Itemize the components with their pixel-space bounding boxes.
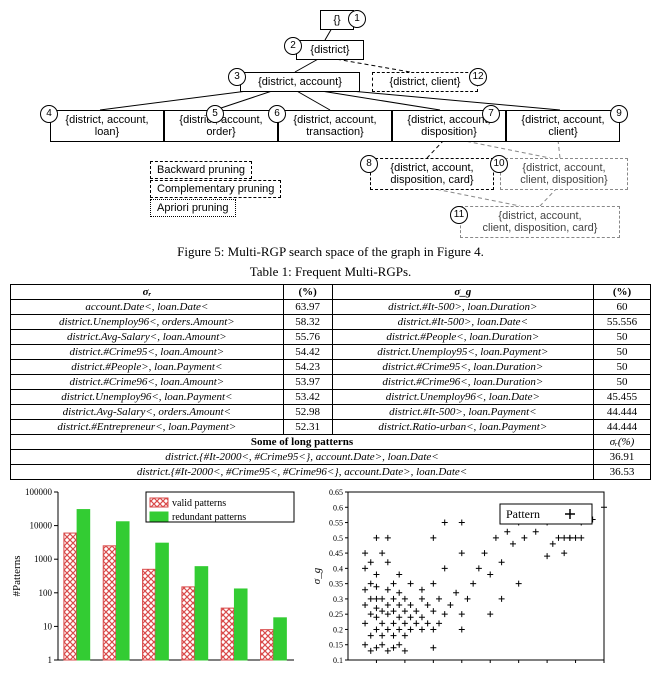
frequent-rgp-table: σᵣ (%) σ_g (%) account.Date<, loan.Date<… <box>10 284 651 480</box>
svg-text:0.2: 0.2 <box>333 625 343 634</box>
svg-text:0.5: 0.5 <box>542 665 552 666</box>
th-pct2: (%) <box>594 285 651 300</box>
table-row: district.#Crime96<, loan.Amount>53.97dis… <box>11 375 651 390</box>
tree-node-11: {district, account,client, disposition, … <box>460 206 620 238</box>
svg-text:10000: 10000 <box>30 521 53 531</box>
tree-node-num-6: 6 <box>268 105 286 123</box>
table1-caption: Table 1: Frequent Multi-RGPs. <box>10 264 651 280</box>
long-patterns-pct-header: σᵣ(%) <box>594 435 651 450</box>
tree-node-num-1: 1 <box>348 10 366 28</box>
tree-node-num-3: 3 <box>228 68 246 86</box>
svg-text:valid patterns: valid patterns <box>172 498 226 509</box>
svg-text:0.3: 0.3 <box>333 595 343 604</box>
svg-text:0.55: 0.55 <box>329 519 343 528</box>
tree-node-num-9: 9 <box>610 105 628 123</box>
svg-text:0.3: 0.3 <box>428 665 438 666</box>
tree-node-num-12: 12 <box>469 68 487 86</box>
charts-row: 1 10 100 1000 10000 100000 #Patterns valid pat… <box>10 486 651 671</box>
svg-text:0.2: 0.2 <box>371 665 381 666</box>
svg-text:0.25: 0.25 <box>398 665 412 666</box>
tree-node-6: {district, account,transaction} <box>278 110 392 142</box>
legend-complementary: Complementary pruning <box>150 180 281 198</box>
table-row: district.#Entrepreneur<, loan.Payment>52… <box>11 420 651 435</box>
svg-text:100000: 100000 <box>25 487 53 497</box>
tree-node-3: {district, account} <box>240 72 360 92</box>
svg-text:0.35: 0.35 <box>455 665 469 666</box>
bar-chart: 1 10 100 1000 10000 100000 #Patterns valid pat… <box>10 486 300 671</box>
tree-node-10: {district, account,client, disposition} <box>500 158 628 190</box>
table-row: account.Date<, loan.Date<63.97district.#… <box>11 300 651 315</box>
svg-text:0.45: 0.45 <box>329 549 343 558</box>
svg-text:0.4: 0.4 <box>333 564 343 573</box>
svg-text:0.4: 0.4 <box>485 665 495 666</box>
tree-node-num-5: 5 <box>206 105 224 123</box>
th-sigma-g: σ_g <box>332 285 593 300</box>
table-row: district.#People>, loan.Payment<54.23dis… <box>11 360 651 375</box>
svg-text:0.45: 0.45 <box>512 665 526 666</box>
tree-node-num-2: 2 <box>284 37 302 55</box>
svg-text:0.5: 0.5 <box>333 534 343 543</box>
svg-text:1: 1 <box>48 655 53 665</box>
svg-text:0.6: 0.6 <box>599 665 609 666</box>
table-row: district.{#It-2000<, #Crime95<}, account… <box>11 450 651 465</box>
svg-text:σ_g: σ_g <box>311 567 323 584</box>
legend-backward: Backward pruning <box>150 161 252 179</box>
tree-node-8: {district, account,disposition, card} <box>370 158 494 190</box>
svg-text:10: 10 <box>43 621 53 631</box>
th-sigma-r: σᵣ <box>11 285 284 300</box>
svg-text:0.35: 0.35 <box>329 580 343 589</box>
legend-group: Backward pruning Complementary pruning A… <box>150 160 281 218</box>
table-row: district.Unemploy96<, loan.Payment<53.42… <box>11 390 651 405</box>
svg-text:0.1: 0.1 <box>333 656 343 665</box>
tree-node-num-11: 11 <box>450 206 468 224</box>
tree-diagram: {}1{district}2{district, account}3{distr… <box>20 10 641 240</box>
svg-text:100: 100 <box>39 588 53 598</box>
tree-node-9: {district, account,client} <box>506 110 620 142</box>
figure5-caption: Figure 5: Multi-RGP search space of the … <box>10 244 651 260</box>
table-row: district.Avg-Salary<, orders.Amount<52.9… <box>11 405 651 420</box>
svg-text:0.6: 0.6 <box>333 503 343 512</box>
svg-text:Pattern: Pattern <box>506 507 540 521</box>
svg-text:redundant patterns: redundant patterns <box>172 512 246 523</box>
svg-text:1000: 1000 <box>34 554 53 564</box>
long-patterns-header: Some of long patterns <box>11 435 594 450</box>
table-row: district.Unemploy96<, orders.Amount>58.3… <box>11 315 651 330</box>
table-row: district.{#It-2000<, #Crime95<, #Crime96… <box>11 465 651 480</box>
th-pct1: (%) <box>283 285 332 300</box>
legend-apriori: Apriori pruning <box>150 199 236 217</box>
tree-node-num-4: 4 <box>40 105 58 123</box>
svg-text:0.65: 0.65 <box>329 488 343 497</box>
scatter-chart: 0.2 0.25 0.3 0.35 0.4 0.45 0.5 0.55 0.6 0.1 0.15 0.… <box>310 486 610 671</box>
svg-text:0.25: 0.25 <box>329 610 343 619</box>
svg-text:0.55: 0.55 <box>569 665 583 666</box>
svg-text:#Patterns: #Patterns <box>11 556 23 597</box>
svg-text:0.15: 0.15 <box>329 641 343 650</box>
tree-node-num-10: 10 <box>490 155 508 173</box>
tree-node-2: {district} <box>296 40 364 60</box>
tree-node-num-8: 8 <box>360 155 378 173</box>
table-row: district.#Crime95<, loan.Amount>54.42dis… <box>11 345 651 360</box>
tree-node-4: {district, account,loan} <box>50 110 164 142</box>
tree-node-num-7: 7 <box>482 105 500 123</box>
tree-node-12: {district, client} <box>372 72 478 92</box>
table-row: district.Avg-Salary<, loan.Amount>55.76d… <box>11 330 651 345</box>
